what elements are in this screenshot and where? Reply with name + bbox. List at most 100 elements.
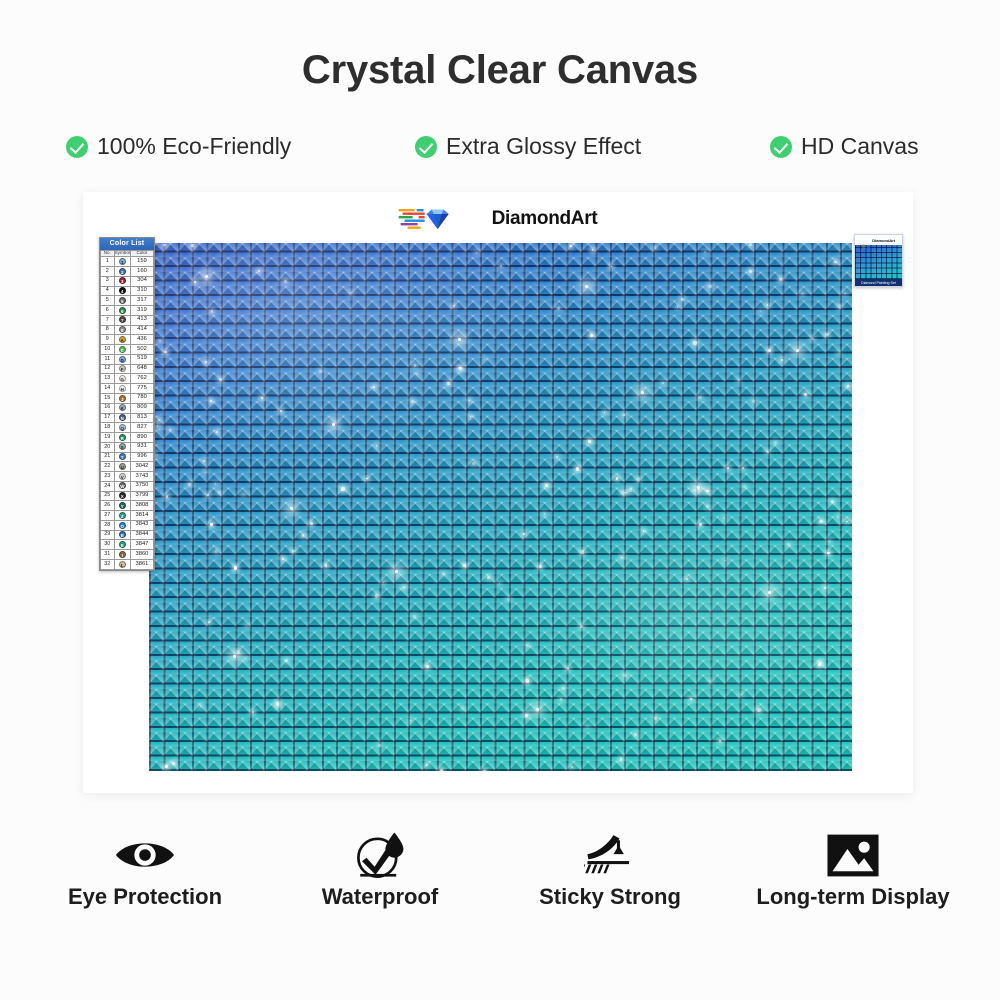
cell-no: 21 bbox=[100, 451, 115, 463]
color-chip: F bbox=[118, 365, 126, 373]
table-row: 27 Z 3814 bbox=[100, 510, 155, 521]
cell-no: 5 bbox=[100, 295, 115, 307]
thumbnail-caption: Diamond Painting Set bbox=[855, 279, 902, 286]
table-row: 30 E 3847 bbox=[100, 539, 155, 551]
cell-no: 18 bbox=[100, 422, 115, 434]
cell-color-code: 160 bbox=[129, 266, 155, 277]
cell-no: 31 bbox=[100, 549, 115, 561]
cell-no: 6 bbox=[100, 305, 115, 316]
cell-no: 3 bbox=[100, 275, 115, 287]
cell-color-code: 890 bbox=[129, 432, 155, 443]
color-chip: T bbox=[118, 453, 126, 461]
table-row: 22 U 3042 bbox=[100, 461, 155, 473]
bullet-label: Extra Glossy Effect bbox=[446, 133, 642, 159]
cell-color-code: 317 bbox=[129, 295, 155, 307]
color-chip: O bbox=[118, 521, 126, 529]
color-chip: 8 bbox=[118, 326, 126, 334]
cell-symbol: 3 bbox=[113, 275, 131, 287]
cell-symbol: K bbox=[113, 402, 131, 414]
color-chip: R bbox=[118, 433, 126, 441]
color-chip: 1 bbox=[118, 257, 126, 265]
cell-symbol: H bbox=[113, 383, 131, 394]
cell-symbol: G bbox=[113, 373, 131, 385]
cell-color-code: 3750 bbox=[129, 480, 155, 492]
table-row: 20 S 931 bbox=[100, 441, 155, 453]
cell-no: 19 bbox=[100, 432, 115, 443]
table-row: 14 H 775 bbox=[100, 383, 155, 394]
cell-no: 29 bbox=[100, 529, 115, 541]
cell-no: 14 bbox=[100, 383, 115, 394]
color-chip: 3 bbox=[118, 277, 126, 285]
cell-color-code: 648 bbox=[129, 363, 155, 375]
table-row: 29 B 3844 bbox=[100, 529, 155, 541]
color-chip: B bbox=[118, 531, 126, 539]
color-chip: Q bbox=[118, 423, 126, 431]
color-chip: W bbox=[118, 482, 126, 490]
cell-color-code: 3743 bbox=[129, 471, 155, 482]
table-row: 19 R 890 bbox=[100, 432, 155, 443]
bullet-label: HD Canvas bbox=[801, 133, 919, 159]
color-chip: S bbox=[118, 443, 126, 451]
cell-symbol: E bbox=[113, 539, 131, 551]
product-card: DiamondArt Color List No. Symbol Color 1… bbox=[83, 192, 913, 793]
table-row: 26 Y 3808 bbox=[100, 500, 155, 512]
feature-label: Long-term Display bbox=[756, 884, 950, 909]
cell-no: 11 bbox=[100, 353, 115, 365]
thumbnail-artwork bbox=[855, 245, 902, 279]
cell-no: 28 bbox=[100, 519, 115, 531]
canvas-artwork bbox=[149, 243, 852, 771]
table-row: 13 G 762 bbox=[100, 373, 155, 385]
cell-no: 10 bbox=[100, 344, 115, 355]
feature-label: Eye Protection bbox=[67, 884, 223, 909]
brand-logo: DiamondArt bbox=[398, 204, 598, 234]
color-chip: 4 bbox=[118, 287, 126, 295]
cell-color-code: 809 bbox=[129, 402, 155, 414]
feature-sticky-strong: Sticky Strong bbox=[485, 826, 735, 910]
cell-symbol: Q bbox=[113, 422, 131, 434]
cell-no: 2 bbox=[100, 266, 115, 277]
color-chip: 2 bbox=[118, 267, 126, 275]
cell-symbol: O bbox=[113, 519, 131, 531]
color-chip: I bbox=[118, 550, 126, 558]
cell-no: 8 bbox=[100, 324, 115, 336]
table-row: 32 L 3861 bbox=[100, 559, 155, 570]
cell-no: 30 bbox=[100, 539, 115, 551]
cell-symbol: Z bbox=[113, 510, 131, 521]
cell-no: 17 bbox=[100, 412, 115, 424]
cell-no: 9 bbox=[100, 334, 115, 346]
color-chip: G bbox=[118, 375, 126, 383]
cell-no: 22 bbox=[100, 461, 115, 473]
check-circle-icon bbox=[770, 135, 792, 158]
product-thumbnail-badge: DiamondArt Diamond Painting Set bbox=[854, 234, 903, 287]
table-row: 3 3 304 bbox=[100, 275, 155, 287]
table-row: 21 T 996 bbox=[100, 451, 155, 463]
cell-no: 24 bbox=[100, 480, 115, 492]
cell-symbol: B bbox=[113, 529, 131, 541]
cell-color-code: 519 bbox=[129, 353, 155, 365]
cell-color-code: 813 bbox=[129, 412, 155, 424]
cell-symbol: 7 bbox=[113, 314, 131, 326]
color-chip: Z bbox=[118, 511, 126, 519]
cell-color-code: 3808 bbox=[129, 500, 155, 512]
cell-color-code: 319 bbox=[129, 305, 155, 316]
cell-color-code: 304 bbox=[129, 275, 155, 287]
cell-color-code: 827 bbox=[129, 422, 155, 434]
diamond-logo-icon bbox=[398, 205, 485, 233]
thumbnail-header: DiamondArt bbox=[855, 235, 902, 250]
feature-label: Waterproof bbox=[321, 884, 439, 909]
cell-color-code: 3042 bbox=[129, 461, 155, 473]
feature-icons-row: Eye Protection Waterproof bbox=[0, 826, 1000, 936]
cell-no: 13 bbox=[100, 373, 115, 385]
picture-icon bbox=[718, 826, 988, 884]
color-list-body: 1 1 159 2 2 160 3 3 304 4 4 310 5 5 317 6 6 319 7 7 413 8 8 414… bbox=[100, 256, 155, 570]
table-row: 25 X 3799 bbox=[100, 490, 155, 502]
color-list-panel: Color List No. Symbol Color 1 1 159 2 2 160 3 3… bbox=[99, 237, 155, 571]
bullet-label: 100% Eco-Friendly bbox=[97, 133, 292, 159]
color-list-title: Color List bbox=[100, 238, 154, 250]
drill-grid-texture bbox=[149, 243, 852, 771]
feature-label: Sticky Strong bbox=[539, 884, 681, 909]
cell-color-code: 3860 bbox=[129, 549, 155, 561]
cell-symbol: W bbox=[113, 480, 131, 492]
table-row: 4 4 310 bbox=[100, 285, 155, 297]
color-chip: J bbox=[118, 394, 126, 402]
